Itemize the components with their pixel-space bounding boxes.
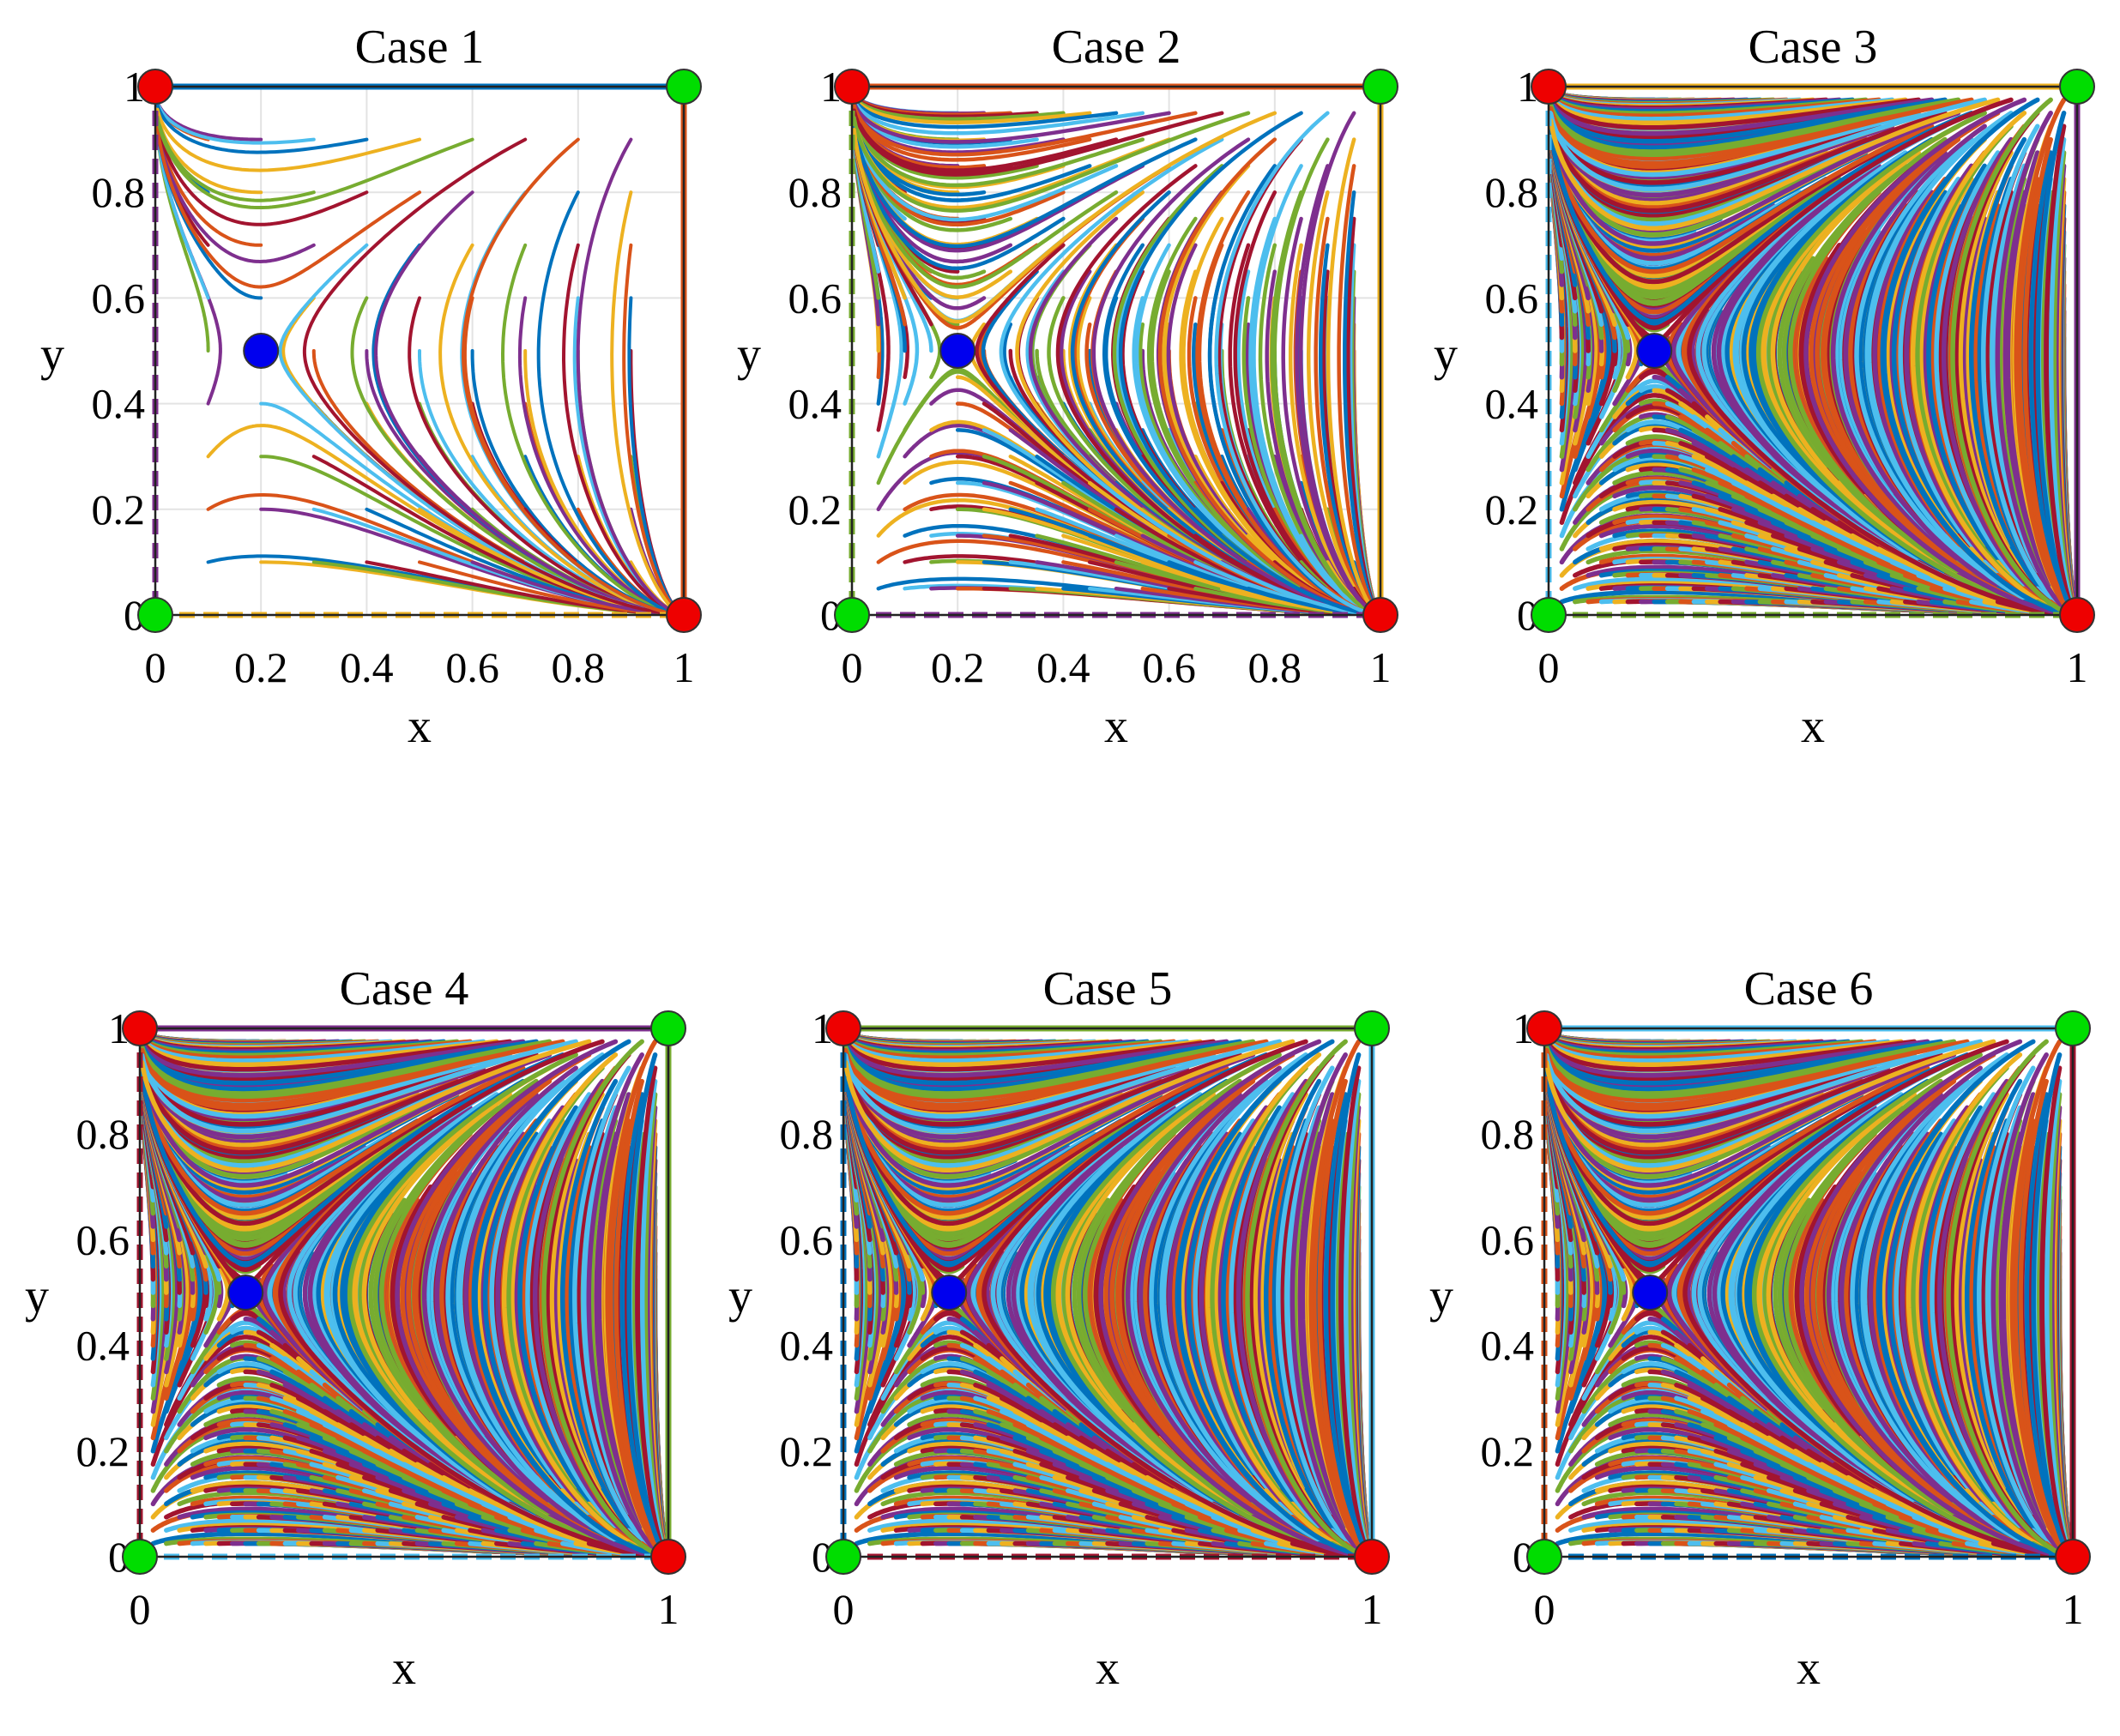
case1-ytick-label: 0.4 bbox=[92, 380, 146, 428]
case2-unstable-point bbox=[1363, 598, 1398, 632]
case1-ytick-label: 0.6 bbox=[92, 274, 146, 322]
case1-xtick-label: 0.6 bbox=[445, 643, 499, 691]
case1-unstable-point bbox=[667, 598, 701, 632]
case4-stable-point bbox=[651, 1011, 686, 1046]
case2-ytick-label: 0.6 bbox=[788, 274, 843, 322]
case2-trajectories bbox=[855, 94, 1379, 612]
case2-stable-point bbox=[1363, 69, 1398, 104]
case2-title: Case 2 bbox=[1052, 21, 1181, 74]
case4-ylabel: y bbox=[25, 1269, 49, 1323]
case3-ytick-label: 0.8 bbox=[1485, 168, 1539, 216]
case3-xtick-label: 0 bbox=[1538, 643, 1560, 691]
case3-unstable-point bbox=[2060, 598, 2094, 632]
case1-stable-point bbox=[138, 598, 172, 632]
case1-trajectory bbox=[158, 102, 262, 140]
case1-xtick-label: 0 bbox=[145, 643, 166, 691]
case1-xtick-label: 0.8 bbox=[552, 643, 606, 691]
case3-saddle-point bbox=[1637, 334, 1671, 368]
case1-ytick-label: 0.2 bbox=[92, 485, 146, 533]
case2-saddle-point bbox=[940, 334, 975, 368]
case2-xtick-label: 0.8 bbox=[1248, 643, 1302, 691]
case2-xtick-label: 0.4 bbox=[1036, 643, 1090, 691]
case4-trajectories bbox=[142, 1033, 667, 1555]
case2-xtick-label: 0.6 bbox=[1142, 643, 1196, 691]
case2-xtick-label: 0.2 bbox=[931, 643, 985, 691]
case2-ytick-label: 0.4 bbox=[788, 380, 843, 428]
case1-trajectory bbox=[158, 110, 420, 171]
case4-xtick-label: 0 bbox=[130, 1585, 151, 1633]
case4-unstable-point bbox=[123, 1011, 157, 1046]
case1-xlabel: x bbox=[408, 700, 432, 753]
case3-xlabel: x bbox=[1801, 700, 1825, 753]
case2-stable-point bbox=[835, 598, 869, 632]
case4-ytick-label: 0.4 bbox=[76, 1322, 130, 1370]
case4-saddle-point bbox=[228, 1275, 263, 1310]
case3-stable-point bbox=[1531, 598, 1566, 632]
case3-unstable-point bbox=[1531, 69, 1566, 104]
case2-ytick-label: 0.8 bbox=[788, 168, 843, 216]
case4-title: Case 4 bbox=[340, 962, 469, 1016]
case4-xtick-label: 1 bbox=[658, 1585, 679, 1633]
case5-trajectories bbox=[846, 1033, 1370, 1555]
case1-stable-point bbox=[667, 69, 701, 104]
case4-stable-point bbox=[123, 1540, 157, 1574]
case4-ytick-label: 0.8 bbox=[76, 1110, 130, 1158]
case1-unstable-point bbox=[138, 69, 172, 104]
case3-stable-point bbox=[2060, 69, 2094, 104]
case3-ytick-label: 0.2 bbox=[1485, 485, 1539, 533]
case4-unstable-point bbox=[651, 1540, 686, 1574]
case2-ylabel: y bbox=[737, 328, 761, 381]
case1-xtick-label: 0.2 bbox=[234, 643, 288, 691]
case1-ytick-label: 0.8 bbox=[92, 168, 146, 216]
case3-ylabel: y bbox=[1434, 328, 1458, 381]
case3-title: Case 3 bbox=[1749, 21, 1878, 74]
case3-trajectories bbox=[1551, 91, 2075, 613]
case3-xtick-label: 1 bbox=[2067, 643, 2088, 691]
case1-ylabel: y bbox=[40, 328, 64, 381]
case2-ytick-label: 0.2 bbox=[788, 485, 843, 533]
case2-xlabel: x bbox=[1104, 700, 1128, 753]
case2-unstable-point bbox=[835, 69, 869, 104]
case1-trajectory bbox=[158, 103, 314, 143]
case2-xtick-label: 1 bbox=[1370, 643, 1392, 691]
case3-ytick-label: 0.6 bbox=[1485, 274, 1539, 322]
case4-ytick-label: 0.6 bbox=[76, 1215, 130, 1263]
case1-trajectories bbox=[158, 102, 679, 613]
case1-xtick-label: 0.4 bbox=[340, 643, 394, 691]
case1-saddle-point bbox=[244, 334, 278, 368]
case3-ytick-label: 0.4 bbox=[1485, 380, 1539, 428]
case2-xtick-label: 0 bbox=[842, 643, 863, 691]
case4-ytick-label: 0.2 bbox=[76, 1427, 130, 1475]
case4-xlabel: x bbox=[392, 1642, 416, 1695]
case1-title: Case 1 bbox=[355, 21, 485, 74]
case1-xtick-label: 1 bbox=[673, 643, 695, 691]
